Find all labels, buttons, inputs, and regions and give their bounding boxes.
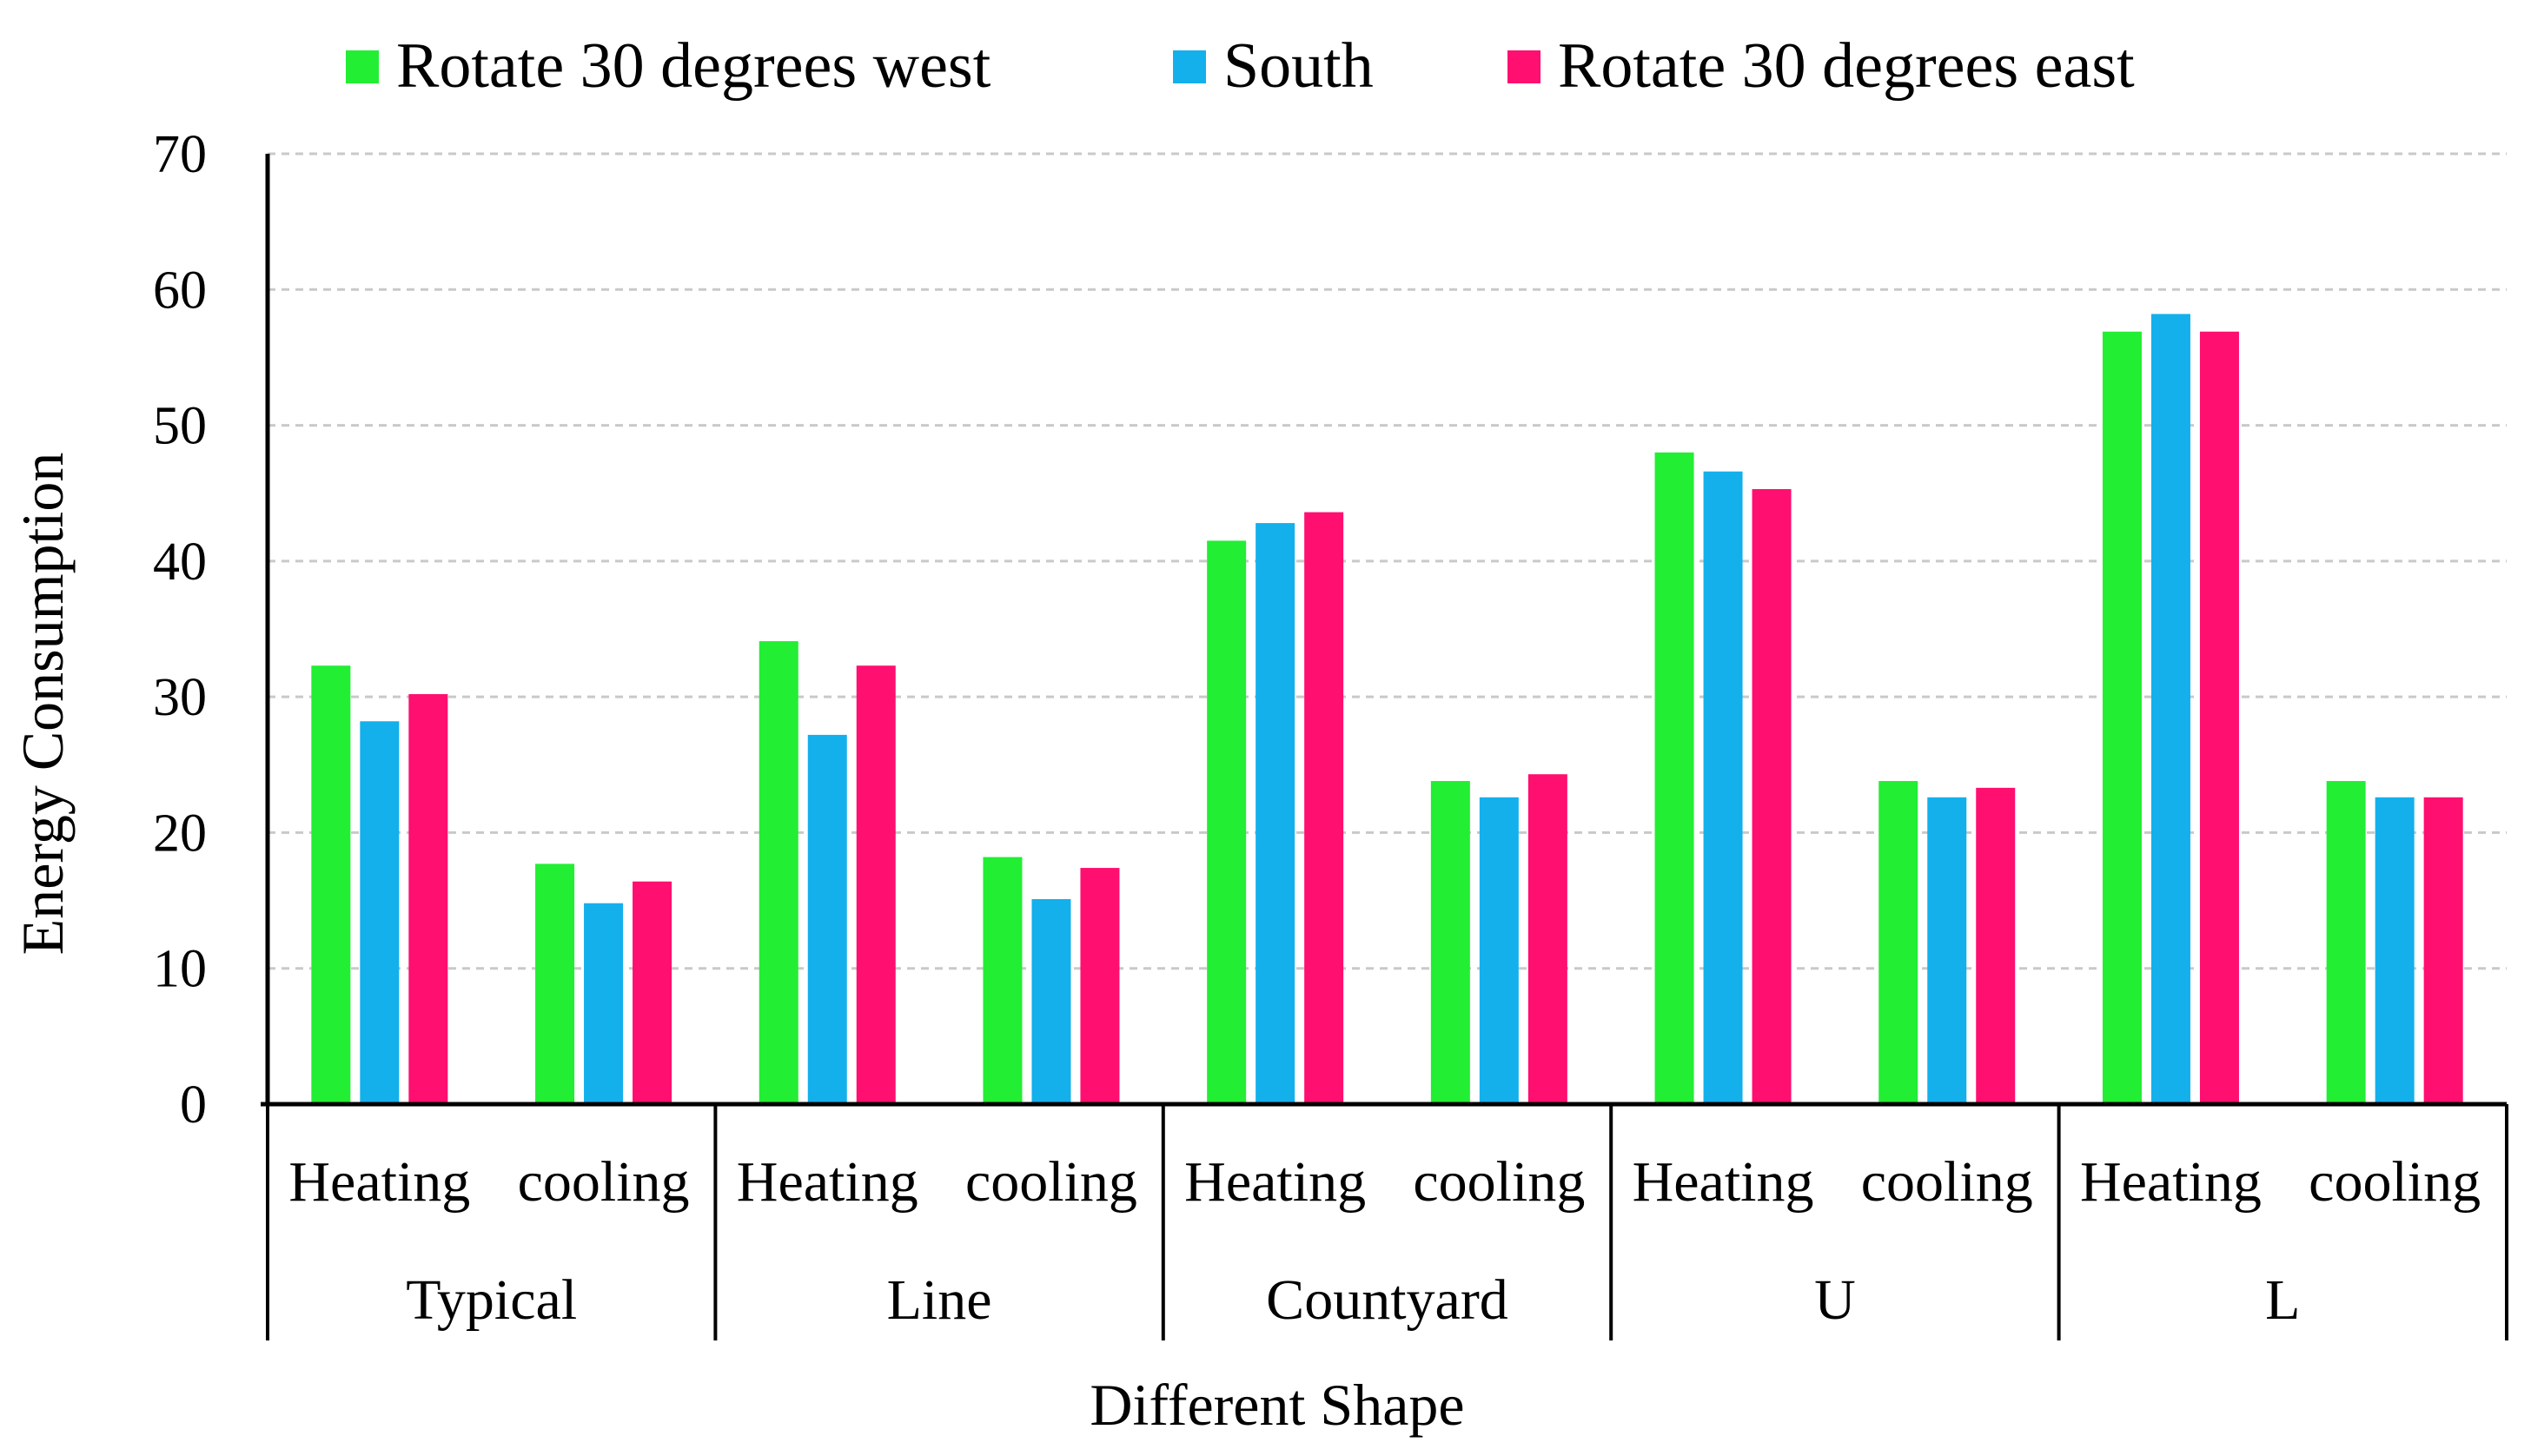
x-group-label: Line [887,1268,992,1332]
legend-label: Rotate 30 degrees east [1558,30,2135,102]
y-tick-label: 20 [153,804,207,863]
bar-u-cooling-series-2 [1927,797,1967,1104]
bar-l-cooling-series-3 [2423,797,2463,1104]
legend-label: Rotate 30 degrees west [396,30,991,102]
x-subcategory-label: cooling [965,1150,1137,1214]
x-subcategory-label: cooling [518,1150,690,1214]
x-subcategory-label: cooling [2309,1150,2481,1214]
bar-line-heating-series-2 [807,734,847,1104]
y-tick-label: 40 [153,533,207,592]
y-tick-label: 70 [153,125,207,184]
x-subcategory-label: Heating [1633,1150,1814,1214]
x-subcategory-label: Heating [1184,1150,1366,1214]
bar-l-heating-series-3 [2199,331,2239,1105]
x-group-label: Countyard [1266,1268,1508,1332]
y-axis-title: Energy Consumption [10,453,76,956]
y-tick-label: 0 [180,1075,207,1135]
x-axis-title: Different Shape [1090,1372,1464,1438]
y-tick-label: 60 [153,261,207,320]
x-group-label: U [1814,1268,1856,1332]
bar-typical-heating-series-3 [408,694,448,1104]
bar-typical-cooling-series-3 [633,881,673,1104]
axes [261,154,2508,1340]
x-subcategory-label: Heating [737,1150,918,1214]
bar-l-heating-series-1 [2102,331,2142,1105]
bar-typical-heating-series-2 [360,721,400,1104]
bar-line-heating-series-3 [856,665,896,1104]
bar-typical-cooling-series-2 [584,903,624,1104]
bar-u-heating-series-2 [1703,471,1743,1104]
y-tick-labels: 0 10 20 30 40 50 60 70 [153,125,207,1135]
bar-u-cooling-series-1 [1878,781,1918,1104]
bar-l-heating-series-2 [2150,314,2190,1105]
bar-countyard-cooling-series-3 [1527,774,1567,1104]
bar-u-heating-series-3 [1752,489,1792,1104]
bar-u-heating-series-1 [1654,452,1694,1104]
bar-countyard-heating-series-1 [1207,540,1247,1104]
x-subcategory-label: Heating [2080,1150,2262,1214]
x-category-labels: Heating cooling Typical Heating cooling Line H… [288,1150,2481,1332]
x-group-label: L [2265,1268,2300,1332]
bar-line-cooling-series-2 [1031,899,1071,1104]
y-tick-label: 10 [153,940,207,999]
bar-typical-heating-series-1 [311,665,351,1104]
bar-countyard-cooling-series-2 [1479,797,1519,1104]
x-group-label: Typical [406,1268,577,1332]
legend-swatch [346,50,379,83]
bar-u-cooling-series-3 [1976,787,2016,1104]
x-subcategory-label: cooling [1861,1150,2033,1214]
bar-line-heating-series-1 [759,641,798,1104]
legend-swatch [1173,50,1206,83]
legend: Rotate 30 degrees west South Rotate 30 deg… [346,30,2135,102]
y-tick-label: 30 [153,668,207,727]
bar-l-cooling-series-2 [2375,797,2415,1104]
legend-swatch [1507,50,1540,83]
bar-countyard-heating-series-2 [1256,523,1295,1104]
bars [311,314,2463,1105]
bar-line-cooling-series-3 [1080,868,1120,1104]
y-tick-label: 50 [153,397,207,456]
bar-countyard-heating-series-3 [1304,512,1344,1104]
bar-countyard-cooling-series-1 [1430,781,1470,1104]
legend-label: South [1223,30,1374,102]
bar-l-cooling-series-1 [2326,781,2366,1104]
bar-line-cooling-series-1 [983,857,1023,1104]
x-subcategory-label: Heating [288,1150,470,1214]
bar-typical-cooling-series-1 [535,864,575,1104]
x-subcategory-label: cooling [1413,1150,1585,1214]
